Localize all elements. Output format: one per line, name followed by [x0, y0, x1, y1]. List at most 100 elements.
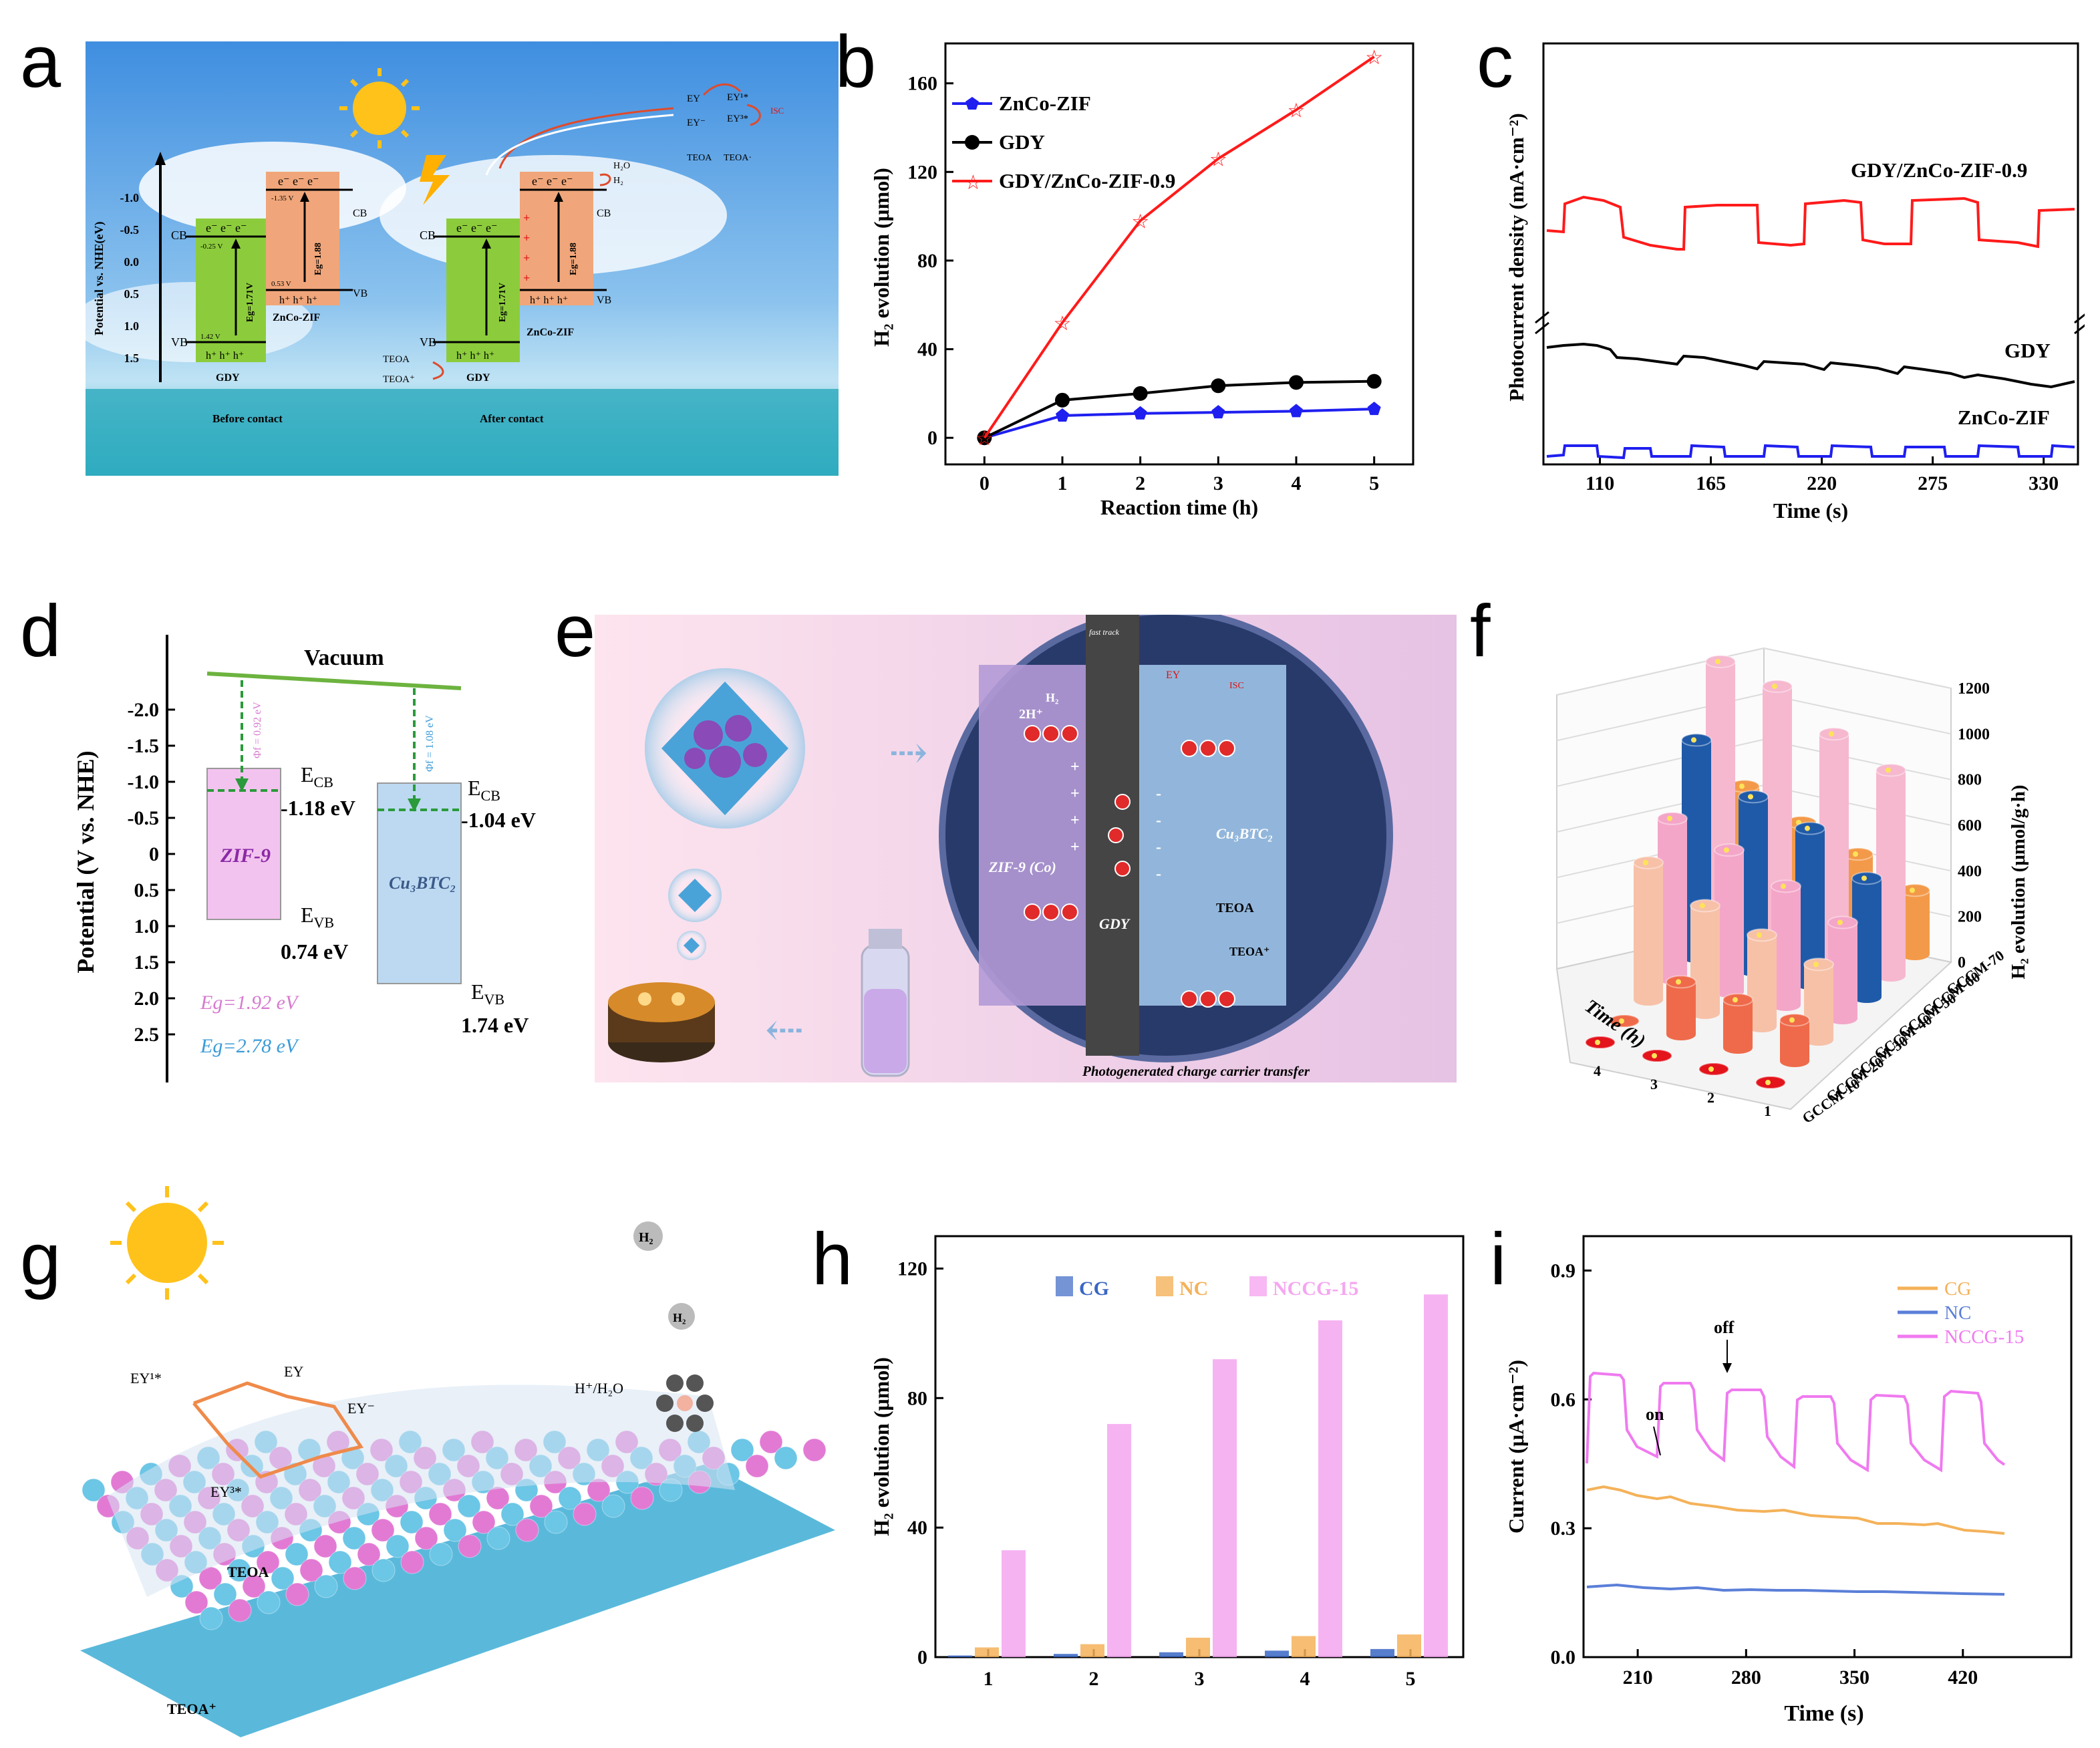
bar-base — [1634, 994, 1663, 1006]
bar-top-dot — [1765, 1080, 1771, 1085]
svg-text:H₂O: H₂O — [613, 161, 630, 171]
svg-text:VB: VB — [171, 335, 188, 349]
bar-CG-5 — [1370, 1648, 1394, 1657]
lattice-atom — [299, 1558, 323, 1582]
sun-icon — [339, 68, 420, 148]
y-tick-label: 0.0 — [1551, 1646, 1576, 1668]
bar-GCCM-10-t2 — [1698, 1062, 1729, 1076]
a-tick: -0.5 — [120, 223, 140, 237]
bar-top-dot — [1691, 737, 1696, 743]
y-tick-label: 0 — [927, 427, 937, 449]
bar-base — [1900, 948, 1930, 960]
lattice-atom — [730, 1438, 754, 1462]
plot-frame — [944, 42, 1414, 466]
y-tick-label: 120 — [897, 1258, 927, 1280]
vacuum-label: Vacuum — [304, 645, 384, 670]
y-tick-label: 1.5 — [134, 952, 160, 974]
lattice-atom — [544, 1510, 568, 1534]
bar-top-dot — [1676, 979, 1681, 985]
legend-marker-gdy — [965, 135, 980, 150]
svg-text:-0.25 V: -0.25 V — [200, 243, 222, 251]
a-tick: 0.0 — [124, 255, 140, 269]
gdy-ring — [656, 1374, 714, 1432]
lattice-atom — [285, 1542, 309, 1566]
series-gdy-znco — [1546, 195, 2075, 251]
bar-CG-3 — [1159, 1652, 1183, 1657]
svg-text:Cu₃BTC₂: Cu₃BTC₂ — [1216, 825, 1273, 842]
bar-NCCG-15-4 — [1318, 1320, 1342, 1657]
y-tick-label: 80 — [907, 1387, 927, 1409]
panel-label-g: g — [20, 1218, 61, 1300]
svg-text:CB: CB — [353, 208, 367, 219]
lattice-atom — [573, 1502, 597, 1526]
y-tick-label: -2.0 — [128, 699, 160, 721]
x-tick-label: 350 — [1839, 1666, 1869, 1689]
bar-NCCG-15-5 — [1424, 1294, 1448, 1657]
lattice-atom — [242, 1574, 266, 1598]
y-tick-label: -1.5 — [128, 735, 160, 757]
bar-CG-2 — [1054, 1654, 1078, 1657]
bar-CG-1 — [948, 1655, 972, 1657]
panel-label-e: e — [555, 590, 596, 672]
gdy-sheet — [107, 1385, 735, 1597]
bar-GCCM-10-t3 — [1642, 1049, 1672, 1062]
x-tick-label: 165 — [1696, 472, 1726, 494]
data-point: ☆ — [1288, 100, 1306, 122]
svg-text:TEOA: TEOA — [687, 153, 712, 163]
time-tick-label: 3 — [1650, 1076, 1658, 1092]
svg-text:TEOA⁺: TEOA⁺ — [167, 1701, 216, 1717]
bar-GCCM-20-t2 — [1722, 993, 1753, 1054]
on-annotation: on — [1646, 1405, 1664, 1424]
gdy-box-before — [196, 218, 266, 362]
bar-top-dot — [1667, 815, 1672, 821]
svg-text:EY¹*: EY¹* — [727, 92, 748, 103]
svg-text:ZnCo-ZIF: ZnCo-ZIF — [527, 327, 574, 338]
svg-text:Φf = 1.08 eV: Φf = 1.08 eV — [424, 715, 436, 772]
svg-text:TEOA: TEOA — [383, 354, 410, 365]
legend-gdy: GDY — [999, 130, 1045, 154]
bar-top-dot — [1796, 819, 1801, 825]
bar-CG-4 — [1265, 1650, 1289, 1657]
lattice-atom — [386, 1534, 410, 1558]
after-contact-label: After contact — [480, 412, 544, 425]
svg-text:CB: CB — [420, 229, 436, 242]
lattice-atom — [199, 1606, 223, 1630]
x-tick-label: 3 — [1195, 1668, 1205, 1690]
svg-text:Φf = 0.92 eV: Φf = 0.92 eV — [252, 702, 263, 758]
data-point — [1211, 378, 1226, 394]
bar-top-dot — [1910, 887, 1915, 893]
vial-icon — [861, 929, 910, 1077]
bar-top-dot — [1595, 1040, 1600, 1045]
svg-text:+: + — [1070, 758, 1080, 776]
svg-text:2H⁺: 2H⁺ — [1019, 707, 1043, 722]
svg-text:H₂: H₂ — [639, 1230, 653, 1245]
panel-c-chart: 110 165 220 275 330 GDY/ZnCo-ZIF-0.9 GDY ZnC… — [1505, 42, 2085, 523]
bar-GCCM-20-t1 — [1779, 1013, 1810, 1067]
x-tick-label: 3 — [1213, 472, 1223, 494]
bar-top-dot — [1733, 997, 1738, 1003]
legend-znco: ZnCo-ZIF — [999, 92, 1091, 115]
svg-text:-1.35 V: -1.35 V — [271, 194, 293, 202]
lattice-atom — [745, 1454, 769, 1478]
panel-label-c: c — [1477, 21, 1513, 103]
data-point: ☆ — [1054, 313, 1072, 335]
svg-text:e⁻ e⁻ e⁻: e⁻ e⁻ e⁻ — [532, 174, 573, 188]
bar-top-dot — [1853, 851, 1858, 857]
bar-top-dot — [1724, 847, 1729, 853]
svg-text:VB: VB — [597, 295, 611, 306]
bar-top-dot — [1643, 860, 1648, 865]
svg-text:+: + — [523, 211, 530, 225]
panel-f-chart: 020040060080010001200GCCM-10GCCM-20GCCM-… — [1555, 647, 2029, 1127]
series-nccg15 — [1586, 1371, 2006, 1473]
legend-cg: CG — [1944, 1278, 1971, 1300]
bar-top-dot — [1715, 659, 1720, 664]
bar-top-dot — [1789, 1017, 1795, 1023]
svg-text:TEOA: TEOA — [1216, 901, 1254, 915]
bar-body — [1666, 982, 1696, 1034]
lattice-atom — [558, 1486, 582, 1510]
svg-text:ECB: ECB — [301, 762, 333, 790]
svg-text:+: + — [523, 271, 530, 285]
data-point — [1056, 408, 1069, 422]
lattice-atom — [271, 1566, 295, 1590]
series-line-GDY/ZnCo-ZIF-0.9 — [983, 55, 1375, 439]
